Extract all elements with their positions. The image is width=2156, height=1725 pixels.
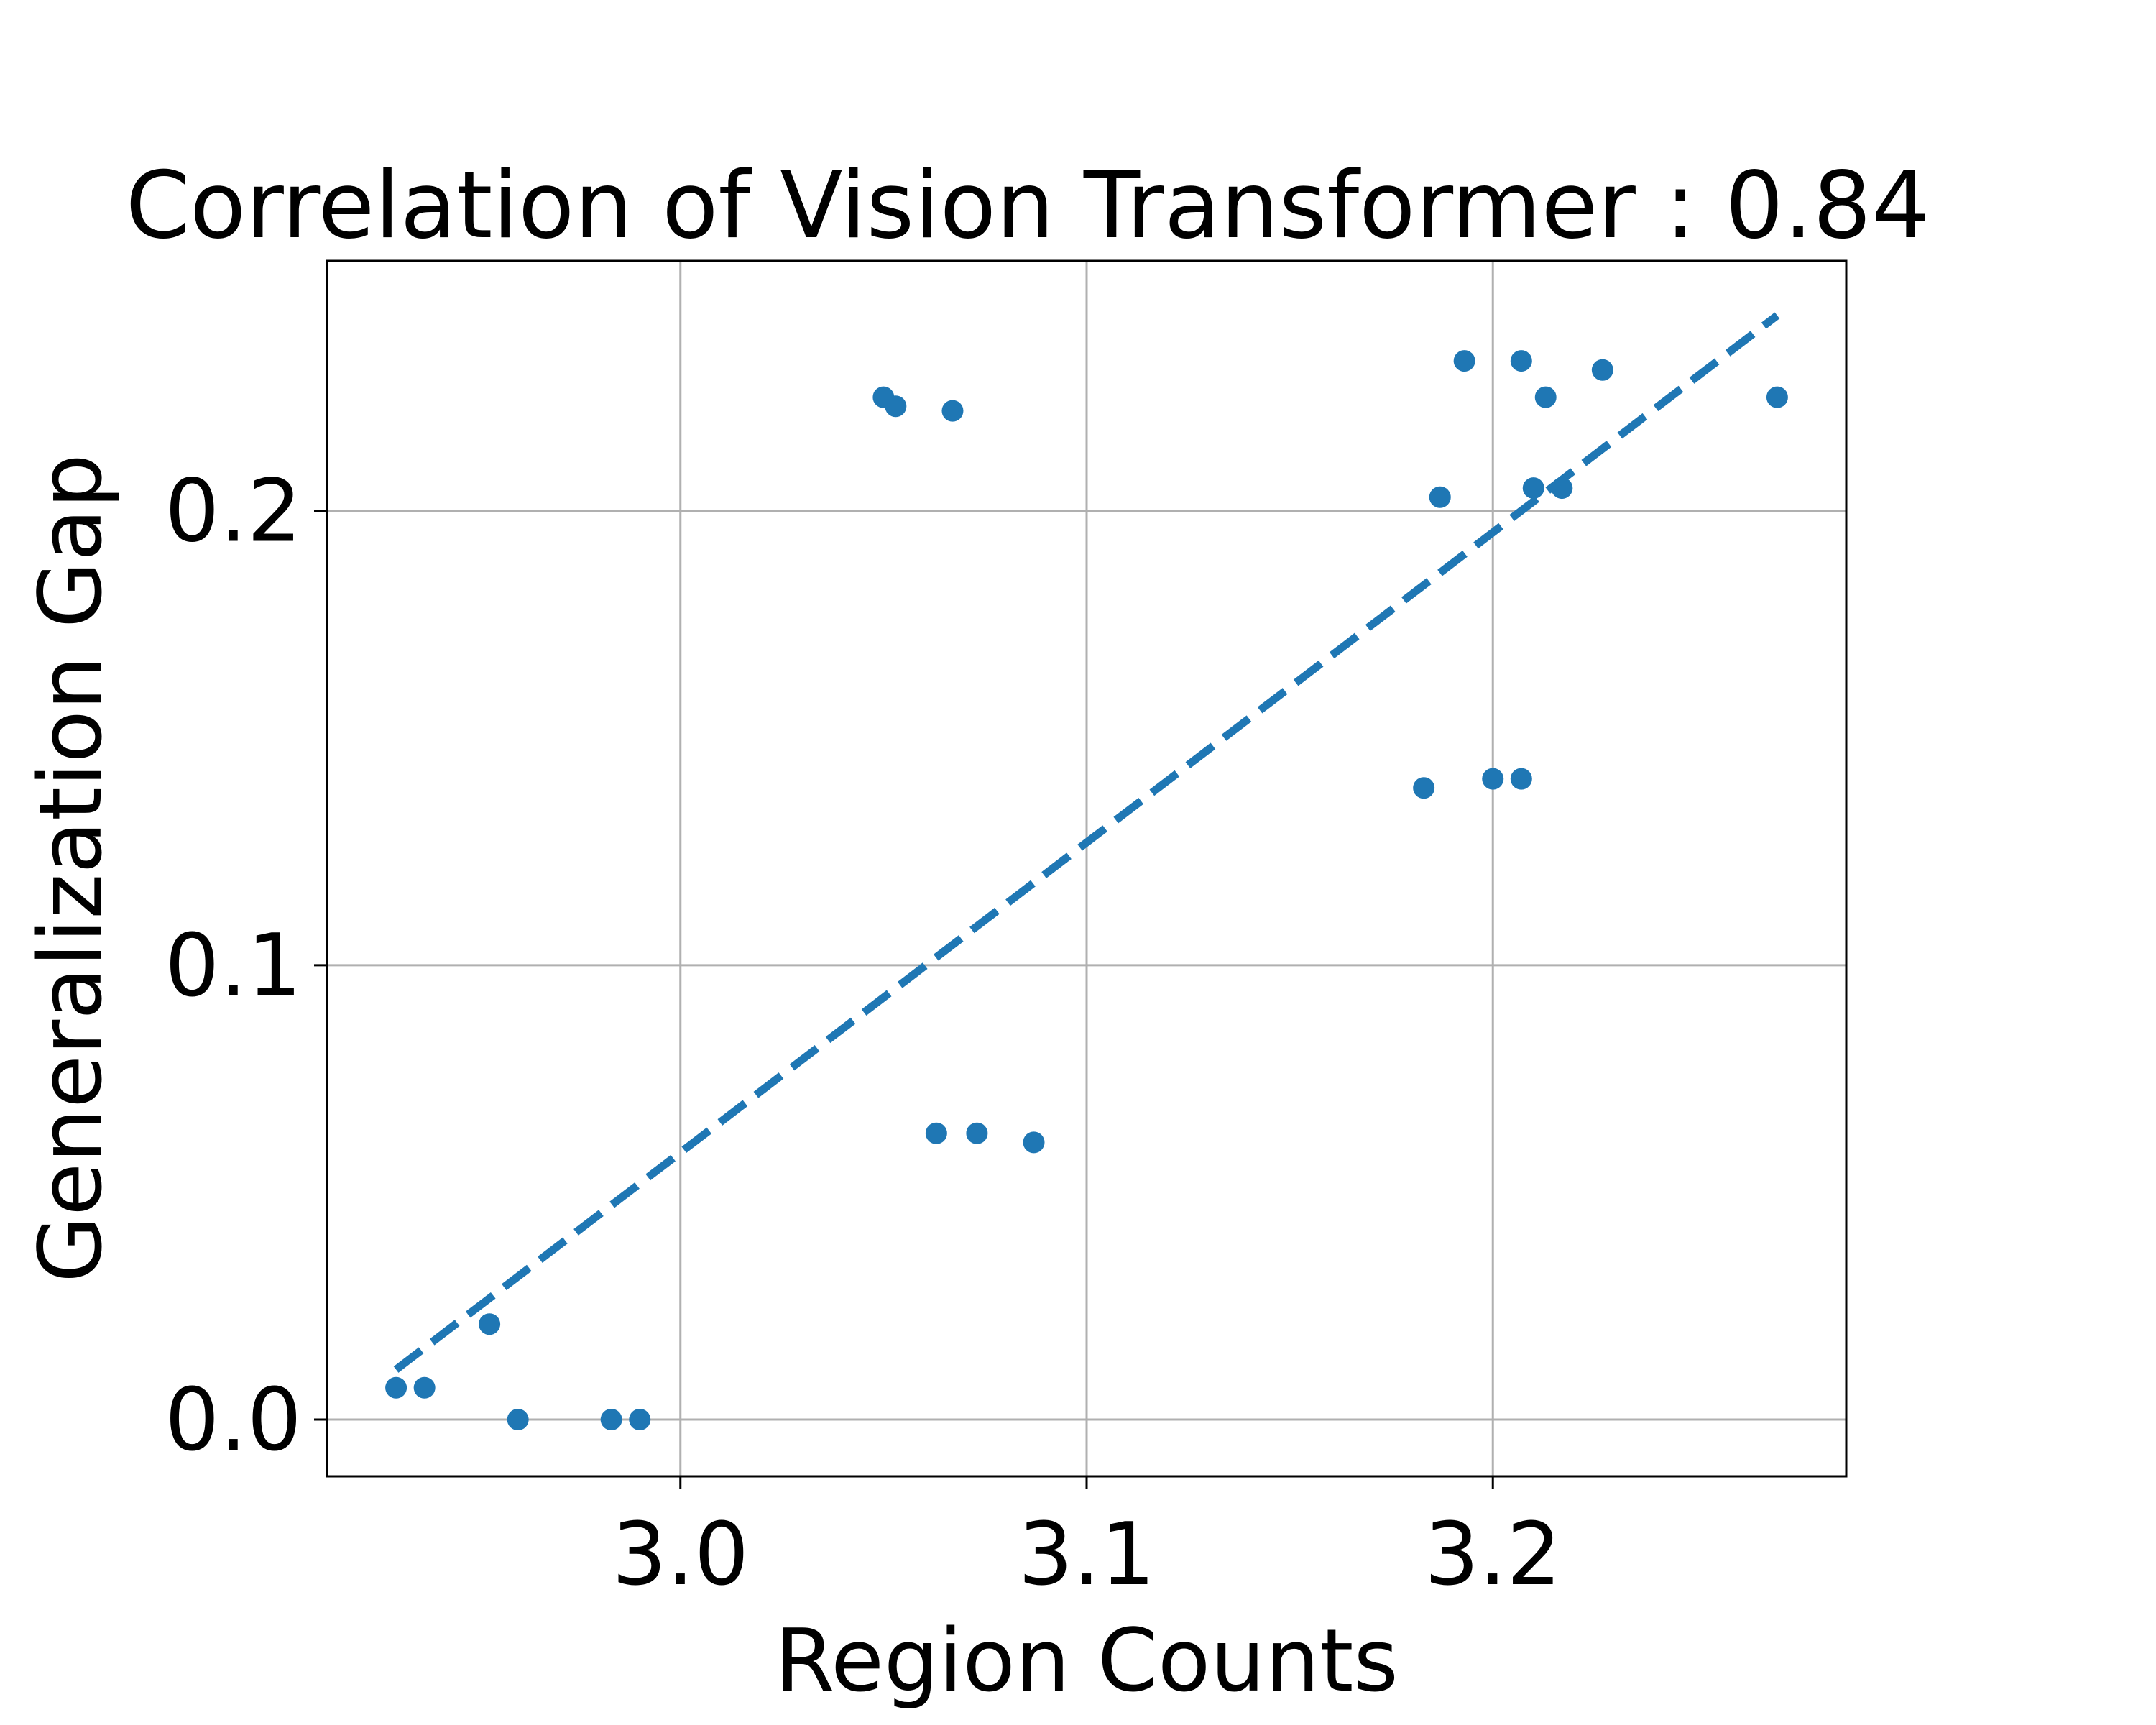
data-point	[1023, 1131, 1045, 1154]
data-points	[385, 350, 1788, 1430]
data-point	[885, 395, 907, 418]
data-point	[1591, 359, 1613, 381]
data-point	[941, 400, 964, 422]
y-tick-label: 0.2	[165, 462, 302, 562]
data-point	[966, 1122, 988, 1144]
data-point	[1510, 350, 1532, 372]
data-point	[1482, 768, 1504, 790]
data-point	[1510, 768, 1532, 790]
y-tick-label: 0.1	[165, 916, 302, 1016]
data-point	[385, 1376, 407, 1399]
x-tick-label: 3.1	[1018, 1505, 1156, 1605]
trend-line-group	[393, 312, 1780, 1373]
data-point	[1534, 386, 1557, 408]
data-point	[507, 1408, 529, 1430]
y-tick-label: 0.0	[165, 1371, 302, 1471]
data-point	[413, 1376, 436, 1399]
x-tick-label: 3.2	[1424, 1505, 1562, 1605]
data-point	[1766, 386, 1788, 408]
chart-title: Correlation of Vision Transformer : 0.84	[126, 152, 1930, 259]
data-point	[925, 1122, 947, 1144]
data-point	[1453, 350, 1475, 372]
x-axis-label: Region Counts	[775, 1611, 1399, 1711]
data-point	[1429, 486, 1451, 508]
data-point	[600, 1408, 622, 1430]
data-point	[629, 1408, 651, 1430]
data-point	[1413, 777, 1435, 799]
y-axis-label: Generalization Gap	[22, 454, 121, 1282]
grid-lines	[327, 261, 1846, 1476]
trend-line	[393, 312, 1780, 1373]
data-point	[479, 1313, 501, 1335]
x-tick-label: 3.0	[612, 1505, 749, 1605]
data-point	[1522, 477, 1544, 500]
tick-marks: 3.0 3.1 3.2 0.0 0.1 0.2	[165, 462, 1562, 1605]
